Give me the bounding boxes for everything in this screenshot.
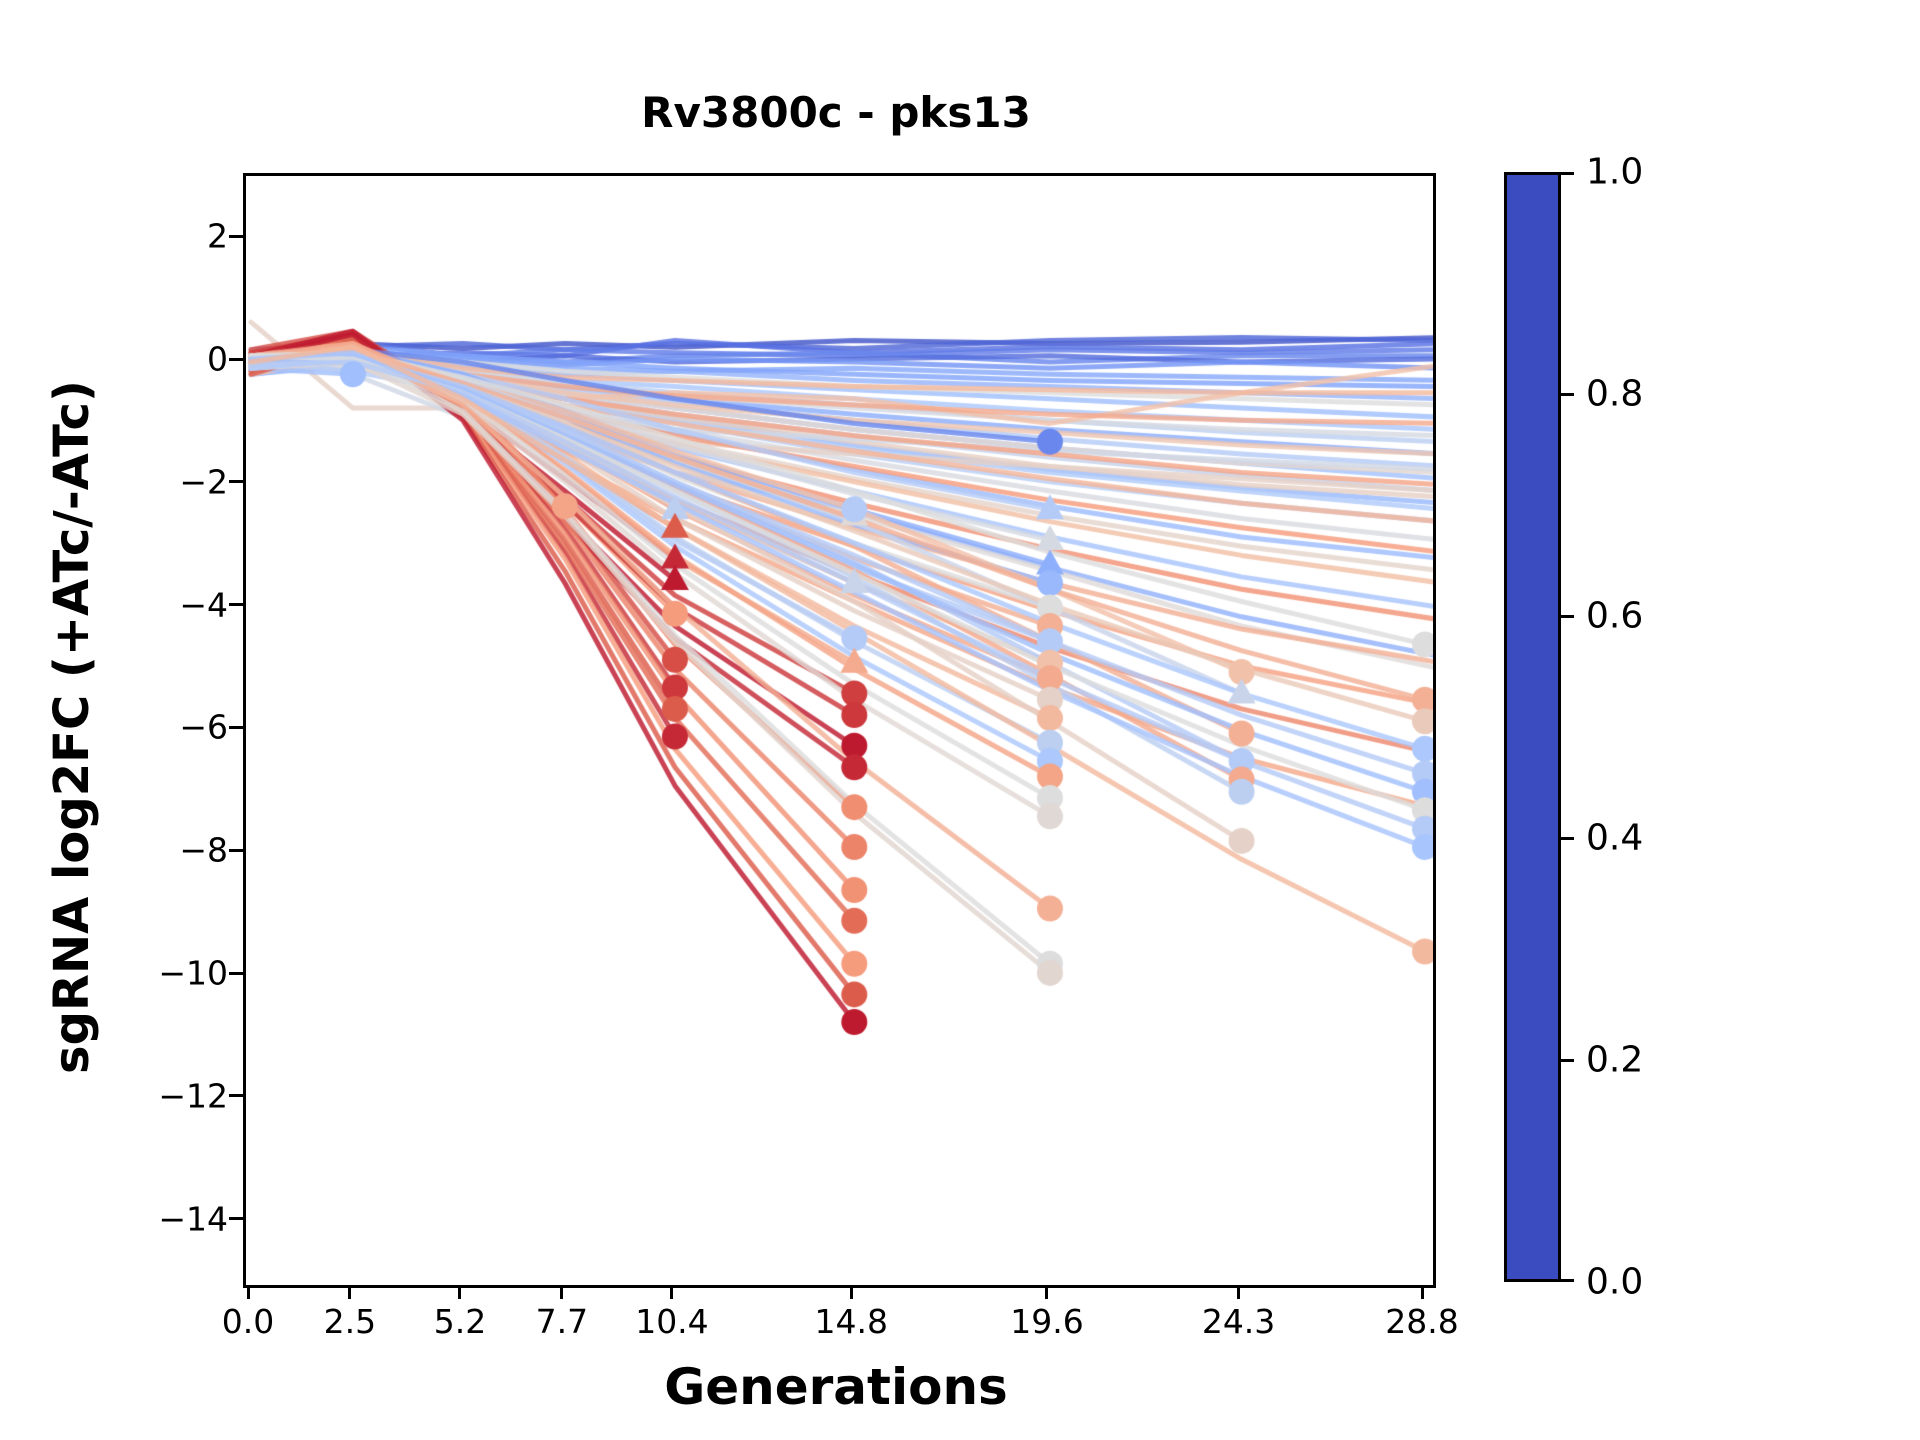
y-tick-label: −14 bbox=[158, 1199, 228, 1239]
plot-canvas bbox=[246, 176, 1433, 1285]
colorbar-tick-label: 0.4 bbox=[1586, 817, 1644, 859]
x-tick-label: 2.5 bbox=[323, 1302, 377, 1341]
y-tick-label: 2 bbox=[207, 216, 228, 256]
y-tick-label: −8 bbox=[179, 830, 228, 870]
x-tick-label: 28.8 bbox=[1385, 1302, 1459, 1341]
y-tick-label: 0 bbox=[207, 339, 228, 379]
x-axis-label: Generations bbox=[664, 1358, 1008, 1416]
colorbar-tick-mark bbox=[1561, 392, 1574, 396]
x-tick-mark bbox=[1420, 1285, 1424, 1299]
x-tick-mark bbox=[849, 1285, 853, 1299]
plot-axes bbox=[243, 173, 1436, 1288]
x-tick-label: 14.8 bbox=[814, 1302, 889, 1341]
y-tick-mark bbox=[229, 725, 243, 729]
y-tick-mark bbox=[229, 234, 243, 238]
x-tick-mark bbox=[348, 1285, 352, 1299]
x-tick-mark bbox=[560, 1285, 564, 1299]
colorbar-tick-label: 1.0 bbox=[1586, 151, 1644, 193]
colorbar-tick-label: 0.0 bbox=[1586, 1261, 1644, 1303]
x-tick-label: 5.2 bbox=[433, 1302, 487, 1341]
y-tick-mark bbox=[229, 1094, 243, 1098]
colorbar-tick-label: 0.8 bbox=[1586, 373, 1644, 415]
colorbar-tick-mark bbox=[1561, 1058, 1574, 1062]
y-tick-mark bbox=[229, 357, 243, 361]
y-tick-label: −2 bbox=[179, 462, 228, 502]
colorbar-tick-mark bbox=[1561, 614, 1574, 618]
y-tick-label: −4 bbox=[179, 585, 228, 625]
colorbar-tick-mark bbox=[1561, 1279, 1574, 1282]
x-tick-mark bbox=[670, 1285, 674, 1299]
x-tick-mark bbox=[1045, 1285, 1049, 1299]
y-tick-label: −6 bbox=[179, 707, 228, 747]
colorbar-tick-mark bbox=[1561, 172, 1574, 175]
y-tick-mark bbox=[229, 848, 243, 852]
y-tick-mark bbox=[229, 480, 243, 484]
colorbar-tick-label: 0.2 bbox=[1586, 1039, 1644, 1081]
y-tick-mark bbox=[229, 603, 243, 607]
y-axis-label: sgRNA log2FC (+ATc/-ATc) bbox=[44, 380, 100, 1074]
chart-title: Rv3800c - pks13 bbox=[641, 88, 1031, 137]
y-tick-label: −12 bbox=[158, 1076, 228, 1116]
x-tick-label: 24.3 bbox=[1201, 1302, 1276, 1341]
y-tick-label: −10 bbox=[158, 953, 228, 993]
x-tick-label: 10.4 bbox=[635, 1302, 709, 1341]
x-tick-mark bbox=[246, 1285, 250, 1299]
x-tick-label: 0.0 bbox=[221, 1302, 275, 1341]
x-tick-label: 7.7 bbox=[535, 1302, 589, 1341]
colorbar-tick-mark bbox=[1561, 836, 1574, 840]
x-tick-mark bbox=[458, 1285, 462, 1299]
y-tick-mark bbox=[229, 1217, 243, 1221]
colorbar-tick-label: 0.6 bbox=[1586, 595, 1644, 637]
y-tick-mark bbox=[229, 971, 243, 975]
x-tick-label: 19.6 bbox=[1010, 1302, 1084, 1341]
x-tick-mark bbox=[1237, 1285, 1241, 1299]
colorbar bbox=[1504, 172, 1561, 1282]
